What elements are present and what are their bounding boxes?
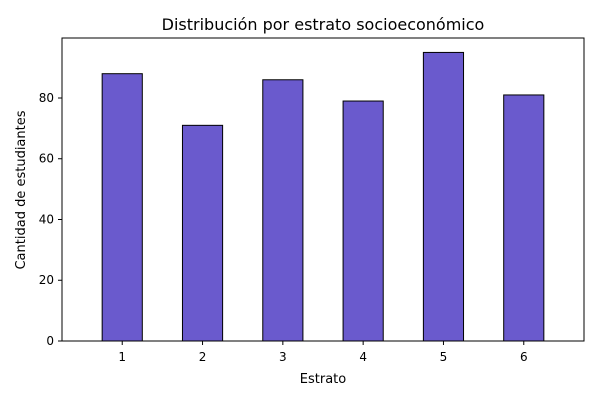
bar-2: [181, 124, 224, 342]
x-tick-label: 1: [118, 350, 126, 364]
y-tick-label: 40: [39, 212, 54, 226]
y-axis: 0 20 40 60 80: [39, 91, 62, 348]
bars-group: [101, 51, 545, 342]
x-axis-label: Estrato: [300, 372, 346, 387]
bar-1: [101, 73, 143, 342]
chart-title: Distribución por estrato socioeconómico: [162, 15, 485, 34]
x-axis: 1 2 3 4 5 6: [118, 341, 528, 364]
plot-area-frame: [61, 37, 585, 342]
x-tick-label: 5: [440, 350, 448, 364]
bar-3: [262, 79, 304, 342]
y-tick-label: 0: [46, 334, 54, 348]
x-tick-label: 2: [199, 350, 207, 364]
bar-5: [422, 51, 465, 342]
x-tick-label: 6: [520, 350, 528, 364]
y-tick-label: 80: [39, 91, 54, 105]
y-axis-label: Cantidad de estudiantes: [14, 110, 29, 269]
x-tick-label: 3: [279, 350, 287, 364]
y-tick-label: 60: [39, 152, 54, 166]
bar-6: [503, 94, 545, 342]
x-tick-label: 4: [359, 350, 367, 364]
y-tick-label: 20: [39, 273, 54, 287]
bar-4: [342, 100, 384, 342]
